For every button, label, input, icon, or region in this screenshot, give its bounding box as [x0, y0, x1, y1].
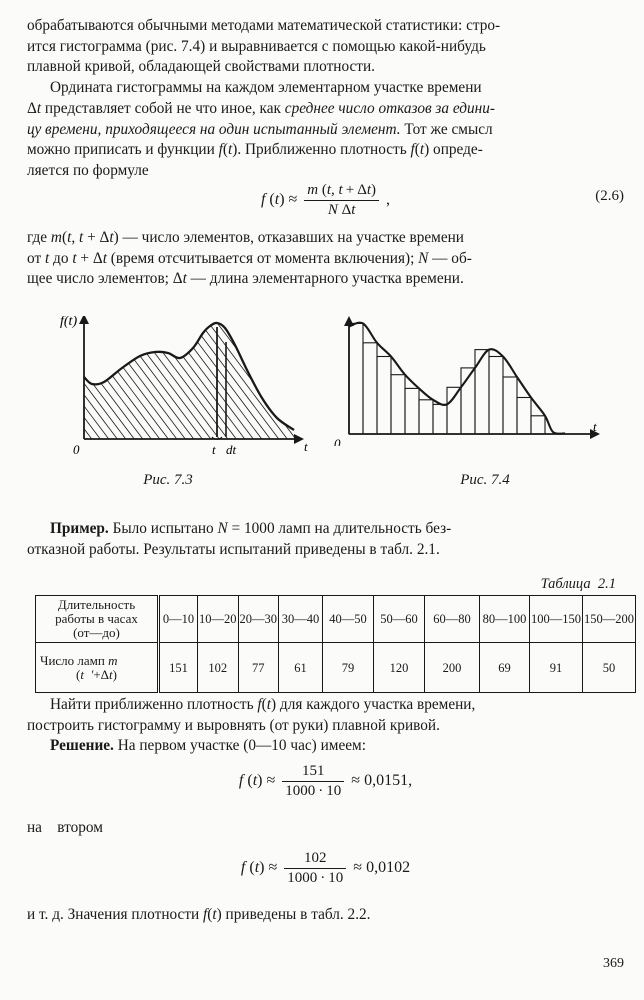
svg-text:t: t: [304, 439, 308, 454]
svg-text:f(t): f(t): [60, 316, 77, 329]
svg-text:0: 0: [73, 442, 80, 456]
svg-text:dt: dt: [226, 442, 237, 456]
svg-text:0: 0: [334, 436, 341, 446]
svg-text:t: t: [212, 442, 216, 456]
svg-text:t: t: [593, 419, 597, 434]
